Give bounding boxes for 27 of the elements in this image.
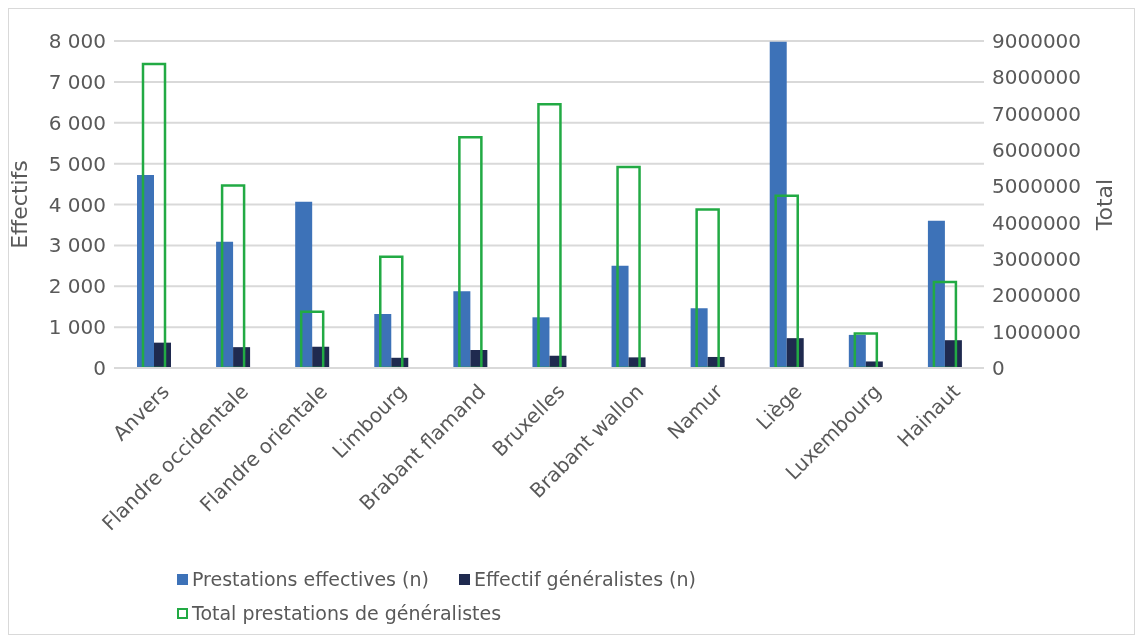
y2-tick-label: 3000000 xyxy=(992,247,1082,272)
legend-label: Effectif généralistes (n) xyxy=(473,568,696,590)
y2-axis-title: Total xyxy=(1091,178,1117,232)
y2-tick-label: 5000000 xyxy=(992,174,1082,199)
y2-tick-label: 2000000 xyxy=(992,283,1082,308)
y-tick-label: 4 000 xyxy=(48,192,106,217)
y2-tick-label: 7000000 xyxy=(992,101,1082,126)
bar xyxy=(769,41,787,368)
y2-tick-label: 9000000 xyxy=(992,29,1082,54)
legend-label: Total prestations de généralistes xyxy=(192,602,502,624)
y2-tick-label: 6000000 xyxy=(992,138,1082,163)
bar xyxy=(295,201,313,368)
y-tick-label: 6 000 xyxy=(48,110,106,135)
y2-tick-label: 4000000 xyxy=(992,210,1082,235)
y-tick-label: 1 000 xyxy=(48,315,106,340)
y-axis-title: Effectifs xyxy=(6,160,32,249)
y-tick-label: 7 000 xyxy=(48,69,106,94)
y2-tick-label: 1000000 xyxy=(992,319,1082,344)
y2-tick-label: 0 xyxy=(992,356,1005,381)
y-tick-label: 2 000 xyxy=(48,274,106,299)
y-tick-label: 3 000 xyxy=(48,233,106,258)
y-tick-label: 8 000 xyxy=(48,29,106,54)
y-tick-label: 5 000 xyxy=(48,151,106,176)
legend-label: Prestations effectives (n) xyxy=(192,568,429,590)
bar xyxy=(927,220,945,368)
y2-tick-label: 8000000 xyxy=(992,65,1082,90)
y-tick-label: 0 xyxy=(93,356,106,381)
